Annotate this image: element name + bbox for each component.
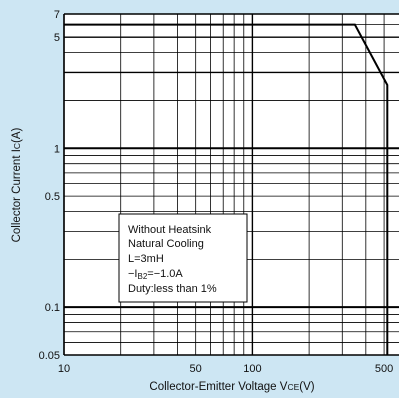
y-tick-label: 0.05 bbox=[39, 350, 60, 362]
x-tick-label: 50 bbox=[190, 363, 202, 375]
annotation-line: Without Heatsink bbox=[128, 224, 212, 236]
y-tick-label: 0.5 bbox=[45, 191, 60, 203]
annotation-line: Duty:less than 1% bbox=[128, 283, 217, 295]
x-tick-label: 500 bbox=[375, 363, 393, 375]
soa-boundary-line bbox=[64, 23, 389, 355]
y-axis-label: Collector Current IC(A) bbox=[11, 127, 23, 242]
annotation-box: Without Heatsink Natural Cooling L=3mH −… bbox=[118, 213, 248, 303]
plot-background bbox=[64, 14, 399, 355]
x-tick-label: 10 bbox=[58, 363, 70, 375]
y-tick-label: 5 bbox=[54, 32, 60, 44]
annotation-line-ib2: −IB2=−1.0A bbox=[128, 268, 183, 281]
annotation-line: L=3mH bbox=[128, 253, 164, 265]
annotation-line: Natural Cooling bbox=[128, 238, 204, 250]
y-tick-label: 0.1 bbox=[45, 302, 60, 314]
grid bbox=[63, 13, 399, 356]
x-tick-label: 100 bbox=[243, 363, 261, 375]
y-tick-label: 7 bbox=[54, 9, 60, 21]
y-tick-label: 1 bbox=[54, 143, 60, 155]
x-axis-label: Collector-Emitter Voltage VCE(V) bbox=[149, 381, 314, 393]
